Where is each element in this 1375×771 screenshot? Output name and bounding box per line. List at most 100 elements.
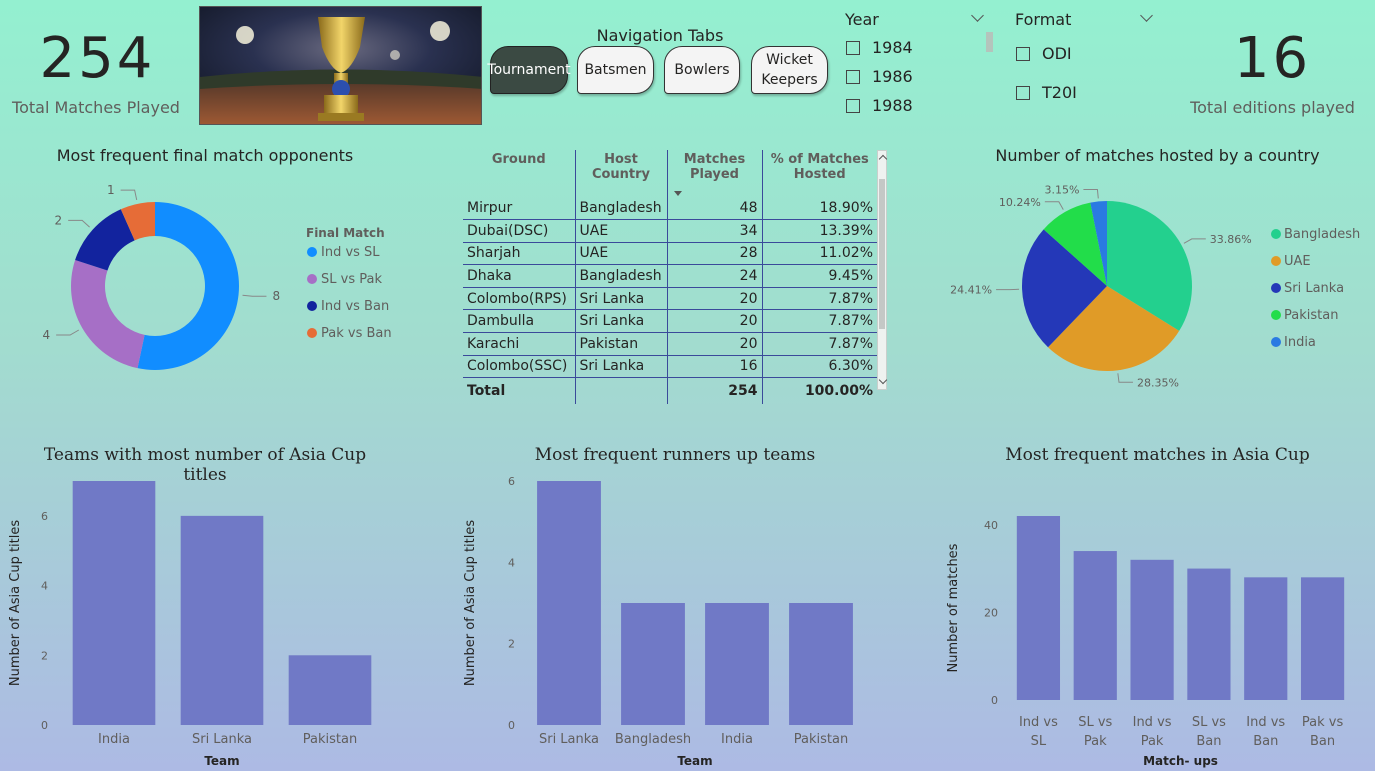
table-scrollbar[interactable] [877, 150, 888, 390]
year-scrollbar[interactable] [986, 32, 993, 52]
y-axis-title: Number of matches [946, 543, 961, 672]
matches-cell: 20 [666, 287, 762, 311]
tab-batsmen[interactable]: Batsmen [577, 46, 654, 94]
format-option-odi[interactable]: ODI [1016, 44, 1072, 63]
host-country-cell: UAE [574, 242, 667, 266]
x-tick-label: Ind vs [1246, 715, 1285, 730]
bar[interactable] [1073, 551, 1117, 700]
trophy-stadium-image [199, 6, 482, 125]
leader-line [68, 219, 90, 228]
host-country-cell: Bangladesh [574, 197, 667, 221]
table-row[interactable]: Colombo(SSC) Sri Lanka 16 6.30% [463, 355, 877, 379]
format-option-t20i[interactable]: T20I [1016, 83, 1077, 102]
checkbox-icon[interactable] [846, 40, 860, 55]
table-row[interactable]: Karachi Pakistan 20 7.87% [463, 332, 877, 356]
tab-wicket-keepers[interactable]: Wicket Keepers [751, 46, 828, 94]
runners-up-bar-chart-title: Most frequent runners up teams [534, 445, 816, 465]
donut-data-label: 2 [55, 213, 63, 227]
year-chevron-down-icon[interactable] [971, 9, 984, 22]
table-row[interactable]: Dubai(DSC) UAE 34 13.39% [463, 219, 877, 243]
pie-slice[interactable] [1090, 201, 1107, 286]
checkbox-icon[interactable] [1016, 46, 1030, 61]
format-option-label: T20I [1042, 83, 1077, 102]
checkbox-icon[interactable] [846, 69, 860, 84]
leader-line [1117, 373, 1133, 383]
x-axis-title: Team [677, 754, 712, 768]
legend-entry: UAE [1284, 254, 1311, 269]
ground-table: Ground Host Country Matches Played % of … [463, 150, 888, 404]
x-tick-label: Pakistan [303, 732, 357, 747]
donut-slice[interactable] [75, 209, 135, 271]
runners-up-bar-chart: 0 2 4 6 Sri Lanka Bangladesh India Pakistan Team… [463, 475, 853, 768]
total-matches-value: 254 [39, 26, 156, 91]
y-axis-title: Number of Asia Cup titles [463, 520, 478, 687]
ground-cell: Dambulla [463, 309, 575, 334]
donut-slice[interactable] [137, 202, 239, 370]
column-header-ground[interactable]: Ground [491, 152, 546, 167]
percent-cell: 11.02% [761, 242, 877, 266]
column-header-matches-played[interactable]: Matches Played [666, 150, 762, 197]
bar[interactable] [1187, 568, 1231, 700]
tab-tournament[interactable]: Tournament [487, 46, 571, 94]
percent-cell: 13.39% [761, 219, 877, 243]
column-header-percent-hosted[interactable]: % of Matches Hosted [761, 150, 877, 197]
ground-cell: Dhaka [463, 264, 575, 288]
scroll-down-icon[interactable] [878, 375, 888, 385]
table-row[interactable]: Dambulla Sri Lanka 20 7.87% [463, 309, 877, 334]
donut-slice[interactable] [120, 202, 155, 241]
bar[interactable] [789, 603, 853, 725]
matches-cell: 20 [666, 332, 762, 356]
year-option-label: 1988 [872, 96, 913, 115]
y-tick-label: 0 [41, 719, 48, 732]
scroll-thumb[interactable] [879, 179, 885, 329]
checkbox-icon[interactable] [1016, 85, 1030, 100]
legend-marker [307, 301, 317, 311]
hosted-pie-chart-title: Number of matches hosted by a country [995, 146, 1320, 165]
host-country-cell: Sri Lanka [574, 309, 667, 334]
table-row[interactable]: Sharjah UAE 28 11.02% [463, 242, 877, 266]
total-editions-label: Total editions played [1190, 98, 1355, 117]
percent-cell: 7.87% [761, 287, 877, 311]
pie-slice[interactable] [1022, 229, 1107, 348]
y-tick-label: 4 [508, 556, 515, 569]
column-header-host-country[interactable]: Host Country [574, 150, 667, 197]
table-row[interactable]: Colombo(RPS) Sri Lanka 20 7.87% [463, 287, 877, 311]
percent-cell: 7.87% [761, 332, 877, 356]
table-row[interactable]: Mirpur Bangladesh 48 18.90% [463, 197, 877, 221]
bar[interactable] [621, 603, 685, 725]
year-option-label: 1984 [872, 38, 913, 57]
bar[interactable] [72, 481, 156, 725]
y-tick-label: 4 [41, 580, 48, 593]
x-tick-label: Ban [1310, 734, 1335, 749]
ground-cell: Dubai(DSC) [463, 219, 575, 243]
donut-slice[interactable] [71, 260, 145, 369]
bar[interactable] [180, 515, 264, 725]
bar[interactable] [537, 481, 601, 725]
pie-data-label: 10.24% [999, 196, 1041, 209]
checkbox-icon[interactable] [846, 98, 860, 113]
format-slicer-title: Format [1015, 10, 1072, 29]
year-option-1984[interactable]: 1984 [846, 38, 913, 57]
ground-cell: Mirpur [463, 197, 575, 221]
bar[interactable] [1016, 516, 1061, 700]
year-option-1986[interactable]: 1986 [846, 67, 913, 86]
pie-slice[interactable] [1043, 202, 1107, 286]
bar[interactable] [705, 603, 769, 725]
pie-slice[interactable] [1107, 201, 1192, 331]
bar[interactable] [288, 655, 372, 725]
format-option-label: ODI [1042, 44, 1072, 63]
legend-marker [1271, 229, 1281, 239]
scroll-up-icon[interactable] [878, 154, 888, 164]
pie-slice[interactable] [1048, 286, 1180, 371]
format-chevron-down-icon[interactable] [1140, 9, 1153, 22]
matches-cell: 34 [666, 219, 762, 243]
bar[interactable] [1244, 577, 1288, 700]
bar[interactable] [1130, 559, 1174, 700]
bar[interactable] [1300, 577, 1345, 700]
table-row[interactable]: Dhaka Bangladesh 24 9.45% [463, 264, 877, 288]
total-matches-label: Total Matches Played [12, 98, 180, 117]
legend-entry: Sri Lanka [1284, 281, 1344, 296]
tab-bowlers[interactable]: Bowlers [664, 46, 740, 94]
year-option-1988[interactable]: 1988 [846, 96, 913, 115]
x-tick-label: Ind vs [1019, 715, 1058, 730]
